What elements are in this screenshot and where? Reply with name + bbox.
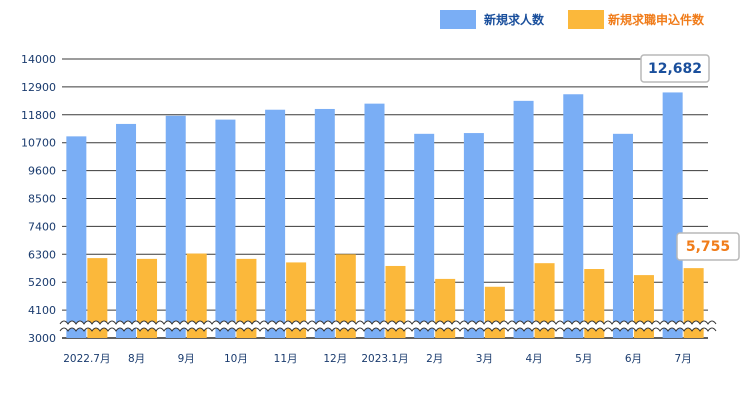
callout-label-series-2: 5,755 — [686, 239, 730, 255]
x-tick-label: 2023.1月 — [361, 353, 408, 365]
x-tick-label: 2022.7月 — [63, 353, 110, 365]
y-tick-label: 6300 — [28, 248, 56, 261]
bar-series-2 — [286, 262, 307, 338]
axis-break-line — [59, 320, 717, 325]
bar-series-2 — [385, 265, 406, 338]
axis-break — [59, 320, 717, 332]
x-tick-label: 6月 — [625, 353, 642, 365]
x-tick-label: 8月 — [128, 353, 145, 365]
bar-series-1 — [612, 133, 633, 338]
bars — [66, 92, 704, 339]
legend-label-series-2: 新規求職申込件数 — [608, 12, 705, 27]
bar-series-1 — [116, 123, 137, 338]
y-tick-label: 8500 — [28, 193, 56, 206]
axis-break-band — [60, 321, 716, 331]
legend-item-series-2: 新規求職申込件数 — [568, 10, 705, 29]
y-tick-label: 5200 — [28, 276, 56, 289]
bar-series-2 — [186, 253, 207, 338]
y-tick-label: 9600 — [28, 165, 56, 178]
callout-series-1-last: 12,682 — [640, 54, 710, 83]
y-tick-label: 12900 — [21, 81, 56, 94]
callout-series-2-last: 5,755 — [676, 232, 740, 261]
bar-series-2 — [683, 268, 704, 338]
x-tick-label: 12月 — [323, 353, 347, 365]
legend-swatch-series-2 — [568, 10, 604, 29]
bar-series-2 — [335, 254, 356, 338]
x-tick-label: 7月 — [675, 353, 692, 365]
bar-series-2 — [137, 258, 158, 338]
y-tick-label: 7400 — [28, 220, 56, 233]
x-axis-ticks: 2022.7月 8月 9月 10月 11月 12月 2023.1月 2月 3月 4月 5月 6月 7月 — [63, 353, 692, 365]
bar-series-2 — [236, 258, 257, 338]
x-tick-label: 5月 — [575, 353, 592, 365]
y-tick-label: 3000 — [28, 332, 56, 345]
y-tick-label: 4100 — [28, 304, 56, 317]
callout-box-series-1 — [640, 54, 710, 83]
x-tick-label: 2月 — [426, 353, 443, 365]
bar-series-1 — [563, 94, 584, 338]
bar-series-1 — [165, 115, 186, 338]
bar-series-1 — [215, 119, 236, 339]
bar-series-1 — [364, 103, 385, 338]
bar-series-1 — [265, 109, 286, 339]
legend-label-series-1: 新規求人数 — [484, 12, 545, 27]
axis-break-line — [59, 327, 717, 332]
x-tick-label: 10月 — [224, 353, 248, 365]
bar-series-1 — [66, 136, 87, 338]
x-tick-label: 4月 — [525, 353, 542, 365]
gridlines — [62, 58, 708, 339]
x-tick-label: 11月 — [274, 353, 298, 365]
y-axis-ticks: 3000 4100 5200 6300 7400 8500 9600 10700 11800 12… — [21, 53, 56, 345]
bar-series-2 — [484, 286, 505, 338]
y-tick-label: 10700 — [21, 137, 56, 150]
bar-series-1 — [662, 92, 683, 338]
bar-series-2 — [87, 258, 108, 338]
bar-series-1 — [314, 108, 335, 338]
callout-box-series-2 — [676, 232, 740, 261]
callout-label-series-1: 12,682 — [648, 61, 702, 77]
x-tick-label: 9月 — [178, 353, 195, 365]
legend-item-series-1: 新規求人数 — [440, 10, 545, 29]
bar-series-1 — [513, 100, 534, 338]
x-tick-label: 3月 — [476, 353, 493, 365]
y-tick-label: 14000 — [21, 53, 56, 66]
bar-series-1 — [463, 133, 484, 338]
y-tick-label: 11800 — [21, 109, 56, 122]
legend: 新規求人数 新規求職申込件数 — [440, 10, 705, 29]
bar-series-2 — [534, 263, 555, 338]
bar-series-1 — [414, 133, 435, 338]
legend-swatch-series-1 — [440, 10, 476, 29]
